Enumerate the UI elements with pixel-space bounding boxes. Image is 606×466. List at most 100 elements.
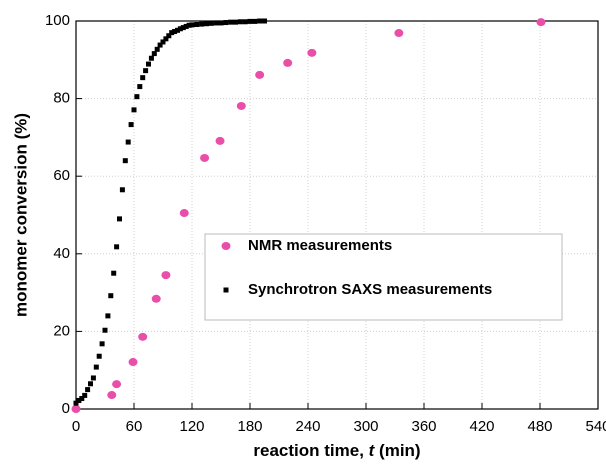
- point: [125, 139, 131, 145]
- x-axis-title-part: (min): [374, 441, 420, 460]
- point: [255, 70, 265, 79]
- point: [111, 270, 117, 276]
- point: [154, 46, 160, 52]
- point: [213, 20, 219, 26]
- y-axis-title: monomer conversion (%): [11, 113, 30, 317]
- point: [166, 33, 172, 39]
- point: [163, 36, 169, 42]
- point: [151, 51, 157, 57]
- point: [88, 381, 93, 387]
- point: [117, 216, 122, 222]
- x-tick-label: 0: [72, 418, 80, 435]
- point: [143, 68, 149, 74]
- x-tick-label: 240: [295, 418, 320, 435]
- point: [112, 380, 122, 389]
- point: [93, 364, 99, 370]
- x-tick-label: 420: [469, 418, 494, 435]
- point: [148, 55, 154, 61]
- point: [137, 84, 143, 90]
- point: [208, 20, 214, 26]
- point: [536, 18, 546, 27]
- point: [99, 341, 105, 347]
- point: [233, 19, 238, 25]
- point: [105, 313, 111, 319]
- point: [257, 18, 263, 24]
- y-tick-label: 100: [45, 12, 70, 29]
- point: [161, 271, 171, 280]
- y-tick-label: 0: [62, 400, 70, 417]
- point: [242, 19, 248, 25]
- point: [73, 400, 79, 406]
- legend-marker: [223, 287, 229, 293]
- point: [146, 61, 151, 67]
- legend-label: NMR measurements: [248, 237, 392, 254]
- point: [108, 293, 114, 299]
- point: [228, 19, 234, 25]
- point: [134, 94, 140, 100]
- y-tick-label: 40: [53, 245, 70, 262]
- point: [179, 209, 189, 218]
- point: [189, 22, 195, 28]
- x-tick-label: 120: [179, 418, 204, 435]
- point: [215, 136, 225, 145]
- point: [157, 42, 163, 48]
- point: [204, 21, 209, 27]
- point: [175, 27, 180, 33]
- x-axis-title-part: t: [369, 441, 376, 460]
- point: [138, 332, 148, 341]
- point: [186, 22, 192, 28]
- point: [199, 21, 205, 27]
- point: [394, 29, 404, 38]
- point: [169, 30, 175, 36]
- legend-label: Synchrotron SAXS measurements: [248, 281, 492, 298]
- point: [180, 25, 186, 31]
- x-tick-label: 300: [353, 418, 378, 435]
- point: [194, 21, 200, 27]
- x-tick-label: 360: [411, 418, 436, 435]
- x-tick-label: 60: [126, 418, 143, 435]
- point: [218, 20, 224, 26]
- point: [172, 28, 178, 34]
- point: [160, 39, 166, 45]
- y-tick-label: 60: [53, 167, 70, 184]
- point: [90, 375, 96, 381]
- point: [223, 20, 229, 26]
- point: [177, 26, 183, 32]
- x-axis-title-part: reaction time,: [253, 441, 368, 460]
- point: [237, 19, 243, 25]
- plot-frame: [75, 20, 599, 410]
- point: [79, 396, 85, 402]
- point: [131, 107, 137, 113]
- legend-marker: [221, 242, 231, 250]
- point: [151, 294, 161, 303]
- point: [283, 58, 293, 67]
- point: [122, 158, 128, 164]
- point: [128, 358, 138, 367]
- point: [71, 405, 81, 413]
- point: [307, 48, 317, 57]
- x-axis-title: reaction time, t (min): [253, 441, 420, 460]
- point: [200, 153, 210, 162]
- point: [76, 397, 82, 403]
- point: [236, 101, 246, 110]
- point: [252, 18, 258, 24]
- point: [107, 391, 117, 400]
- point: [102, 327, 108, 333]
- point: [128, 122, 134, 128]
- x-tick-label: 540: [585, 418, 606, 435]
- point: [82, 392, 88, 398]
- point: [96, 353, 102, 359]
- x-tick-label: 180: [237, 418, 262, 435]
- point: [183, 23, 189, 29]
- x-tick-label: 480: [527, 418, 552, 435]
- point: [262, 18, 267, 24]
- y-tick-label: 20: [53, 322, 70, 339]
- point: [140, 75, 146, 81]
- y-tick-label: 80: [53, 90, 70, 107]
- point: [85, 387, 91, 393]
- point: [114, 244, 120, 250]
- legend-box: [204, 233, 563, 321]
- point: [119, 187, 125, 193]
- point: [247, 18, 253, 24]
